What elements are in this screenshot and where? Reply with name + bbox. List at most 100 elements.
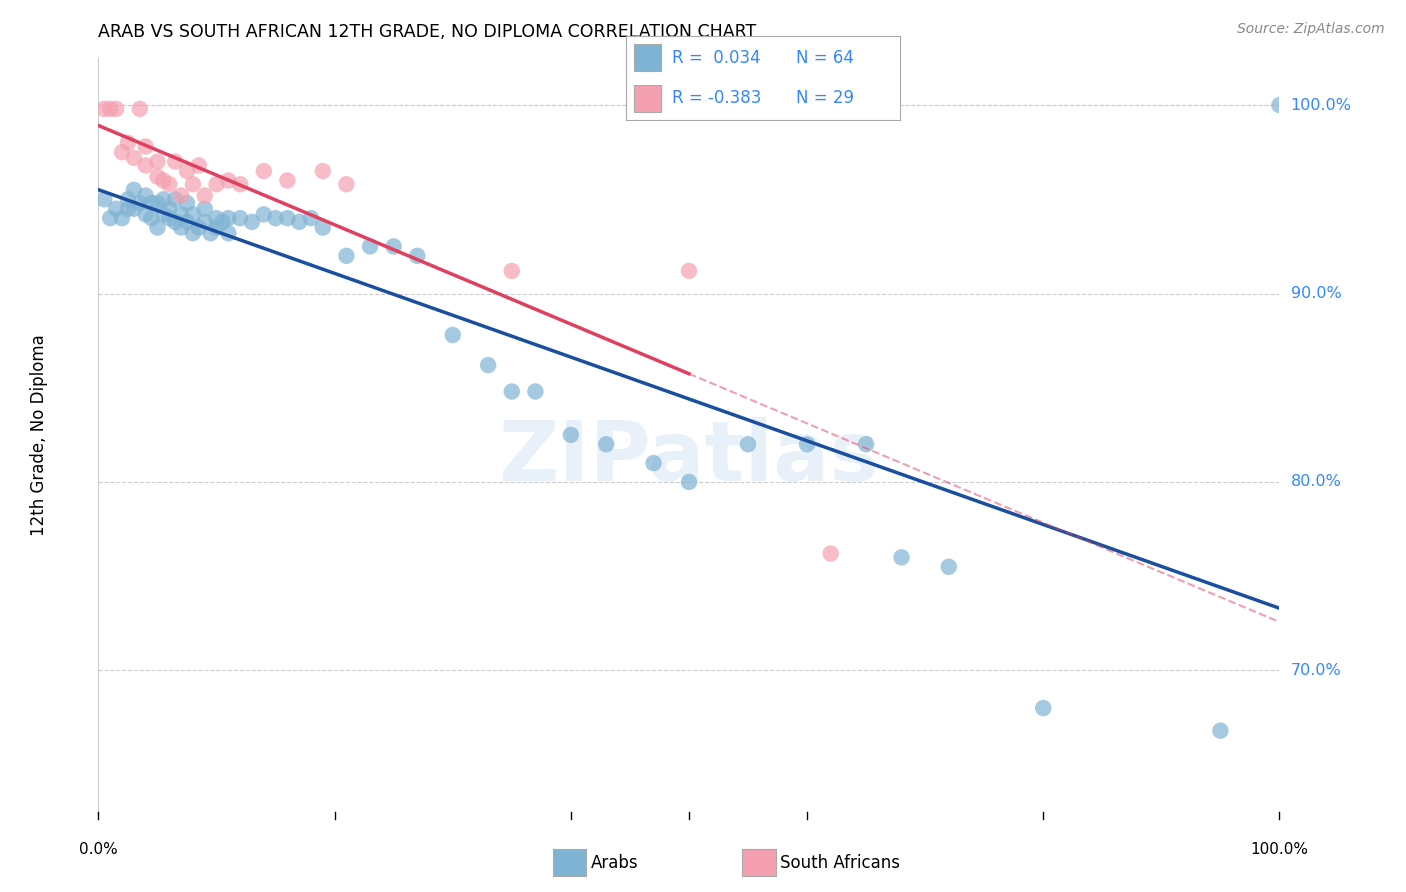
Point: [229, 211, 252, 226]
Point: [135, 139, 157, 153]
Point: [205, 211, 228, 226]
Point: [890, 550, 912, 565]
Point: [135, 158, 157, 172]
Point: [152, 192, 174, 206]
Point: [165, 215, 187, 229]
Point: [560, 428, 582, 442]
Text: R =  0.034: R = 0.034: [672, 49, 761, 67]
Point: [276, 173, 298, 187]
Point: [335, 178, 357, 192]
Point: [146, 220, 169, 235]
Point: [157, 202, 180, 216]
Point: [217, 226, 239, 240]
Point: [176, 196, 198, 211]
Point: [117, 192, 139, 206]
Text: N = 29: N = 29: [796, 89, 853, 107]
Text: N = 64: N = 64: [796, 49, 853, 67]
Point: [501, 384, 523, 399]
Point: [187, 158, 209, 172]
Text: ARAB VS SOUTH AFRICAN 12TH GRADE, NO DIPLOMA CORRELATION CHART: ARAB VS SOUTH AFRICAN 12TH GRADE, NO DIP…: [98, 23, 756, 41]
Point: [312, 220, 335, 235]
Point: [117, 136, 139, 150]
Text: Source: ZipAtlas.com: Source: ZipAtlas.com: [1237, 22, 1385, 37]
Point: [1209, 723, 1232, 738]
Point: [152, 173, 174, 187]
Point: [105, 102, 128, 116]
Point: [181, 226, 204, 240]
Point: [678, 475, 700, 489]
Point: [288, 215, 311, 229]
Point: [152, 207, 174, 221]
Point: [122, 202, 145, 216]
Point: [176, 215, 198, 229]
Point: [820, 547, 842, 561]
Point: [111, 211, 134, 226]
Point: [217, 211, 239, 226]
Text: 12th Grade, No Diploma: 12th Grade, No Diploma: [31, 334, 48, 536]
Point: [135, 207, 157, 221]
Point: [211, 215, 233, 229]
Point: [93, 192, 115, 206]
Point: [194, 202, 217, 216]
Point: [181, 178, 204, 192]
Text: 80.0%: 80.0%: [1291, 475, 1341, 490]
Point: [200, 226, 222, 240]
Text: 100.0%: 100.0%: [1291, 97, 1351, 112]
Point: [501, 264, 523, 278]
Point: [359, 239, 381, 253]
Text: 100.0%: 100.0%: [1250, 842, 1309, 857]
Point: [170, 188, 193, 202]
Point: [1032, 701, 1054, 715]
Text: South Africans: South Africans: [780, 854, 900, 871]
Point: [253, 164, 276, 178]
Bar: [634, 85, 661, 112]
Point: [299, 211, 322, 226]
Point: [205, 220, 228, 235]
Point: [122, 183, 145, 197]
Text: 70.0%: 70.0%: [1291, 663, 1341, 678]
Point: [217, 173, 239, 187]
Point: [441, 328, 464, 343]
Text: 90.0%: 90.0%: [1291, 286, 1341, 301]
Point: [128, 102, 150, 116]
Point: [165, 192, 187, 206]
Point: [312, 164, 335, 178]
Text: 0.0%: 0.0%: [79, 842, 118, 857]
Point: [643, 456, 665, 470]
Text: ZIPatlas: ZIPatlas: [499, 417, 879, 498]
Point: [170, 207, 193, 221]
Point: [146, 169, 169, 184]
Point: [187, 220, 209, 235]
Text: R = -0.383: R = -0.383: [672, 89, 762, 107]
Point: [477, 358, 499, 372]
Point: [165, 154, 187, 169]
Point: [938, 559, 960, 574]
Point: [194, 188, 217, 202]
Point: [276, 211, 298, 226]
Point: [141, 196, 163, 211]
Point: [855, 437, 877, 451]
Point: [335, 249, 357, 263]
Point: [157, 178, 180, 192]
Point: [157, 211, 180, 226]
Point: [176, 164, 198, 178]
Point: [135, 188, 157, 202]
Point: [181, 207, 204, 221]
Point: [141, 211, 163, 226]
Point: [678, 264, 700, 278]
Point: [382, 239, 405, 253]
Point: [146, 196, 169, 211]
Point: [737, 437, 759, 451]
Point: [93, 102, 115, 116]
Point: [595, 437, 617, 451]
Point: [146, 154, 169, 169]
Point: [98, 211, 121, 226]
Point: [524, 384, 547, 399]
Point: [406, 249, 429, 263]
Point: [240, 215, 263, 229]
Text: Arabs: Arabs: [591, 854, 638, 871]
Point: [796, 437, 818, 451]
Point: [170, 220, 193, 235]
Point: [117, 202, 139, 216]
Point: [128, 196, 150, 211]
